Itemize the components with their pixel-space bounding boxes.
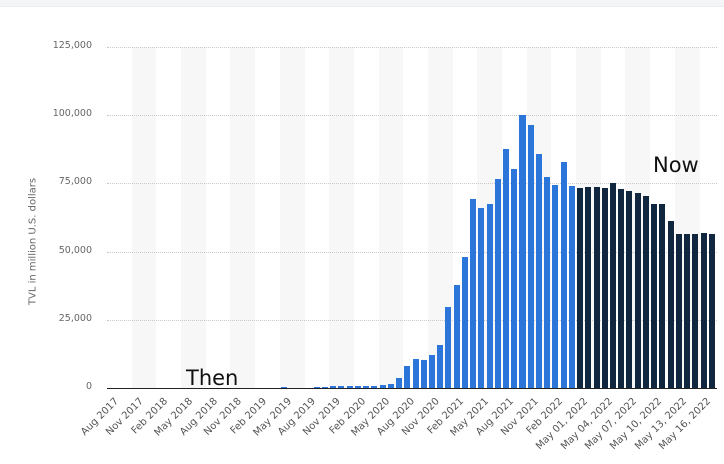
annotation-now: Now xyxy=(653,153,699,177)
bar xyxy=(568,185,575,388)
bar xyxy=(379,385,386,388)
bar xyxy=(338,386,345,388)
bar xyxy=(404,365,411,388)
bar xyxy=(618,188,625,388)
bar xyxy=(544,176,551,388)
bar xyxy=(486,204,493,388)
bar xyxy=(330,386,337,388)
bar xyxy=(280,386,287,388)
stripe xyxy=(131,47,157,388)
bar xyxy=(420,360,427,388)
bar xyxy=(659,204,666,388)
gridline xyxy=(107,47,717,48)
bar xyxy=(396,377,403,388)
gridline xyxy=(107,183,717,185)
bar xyxy=(593,186,600,388)
bar xyxy=(601,188,608,388)
bar xyxy=(494,179,501,388)
bar xyxy=(461,257,468,388)
stripe xyxy=(279,47,305,388)
bar xyxy=(363,386,370,388)
gridline xyxy=(107,251,717,253)
bar xyxy=(503,149,510,388)
bar xyxy=(387,383,394,388)
bar xyxy=(519,114,526,388)
bar xyxy=(577,188,584,388)
bar xyxy=(642,195,649,388)
y-tick-label: 50,000 xyxy=(58,244,92,256)
bar xyxy=(692,233,699,388)
bar xyxy=(428,354,435,388)
bar xyxy=(651,204,658,388)
bar xyxy=(626,191,633,388)
bar xyxy=(437,345,444,388)
bar xyxy=(453,285,460,388)
y-tick-label: 25,000 xyxy=(58,312,92,324)
bar xyxy=(610,183,617,388)
gridline xyxy=(107,115,717,117)
bar xyxy=(354,385,361,388)
bar xyxy=(313,386,320,388)
bar xyxy=(478,207,485,388)
y-tick-label: 0 xyxy=(85,381,92,392)
x-axis-line xyxy=(107,388,717,389)
stripe xyxy=(181,47,206,388)
bar xyxy=(321,386,328,388)
bar xyxy=(708,233,715,388)
bar xyxy=(634,193,641,388)
bar xyxy=(684,233,691,388)
y-tick-label: 125,000 xyxy=(52,40,92,51)
stripe xyxy=(378,47,404,388)
bar xyxy=(560,162,567,388)
bar xyxy=(667,221,674,388)
top-bar xyxy=(0,0,724,7)
bar xyxy=(412,358,419,388)
bar xyxy=(346,386,353,388)
stripe xyxy=(329,47,354,388)
bar xyxy=(445,306,452,388)
annotation-then: Then xyxy=(186,366,239,390)
bar xyxy=(552,185,559,388)
bar xyxy=(535,153,542,388)
bar xyxy=(527,125,534,388)
bar xyxy=(511,169,518,388)
y-tick-label: 75,000 xyxy=(58,176,92,188)
bar xyxy=(585,186,592,388)
bar xyxy=(371,385,378,388)
bar xyxy=(700,232,707,388)
y-tick-label: 100,000 xyxy=(52,108,92,120)
bar xyxy=(675,233,682,388)
bar xyxy=(470,198,477,388)
stripe xyxy=(230,47,256,388)
gridline xyxy=(107,319,717,321)
